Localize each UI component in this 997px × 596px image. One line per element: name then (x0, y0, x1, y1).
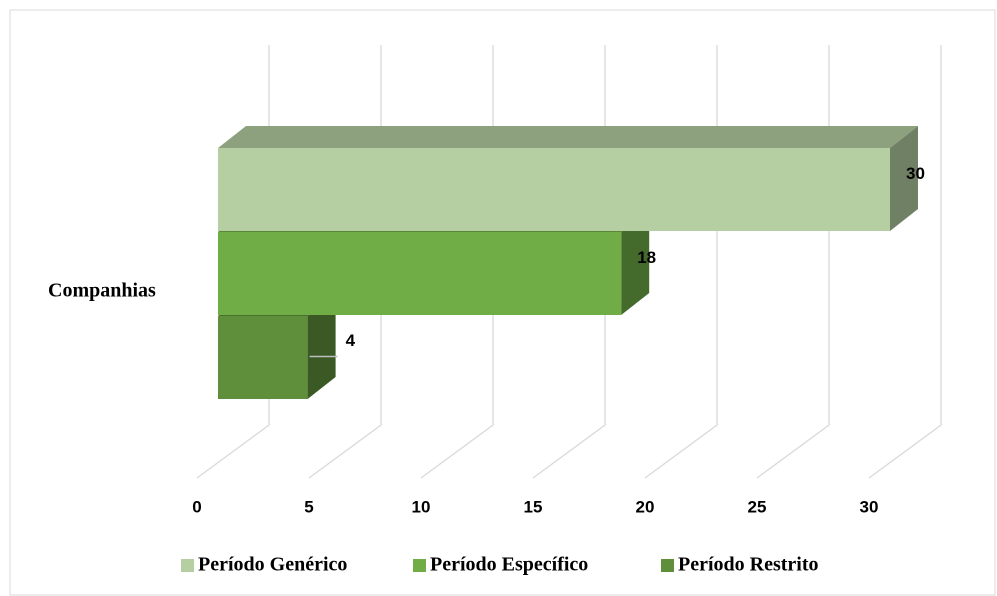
bar (218, 232, 622, 315)
bar-side (621, 210, 650, 315)
legend-label: Período Específico (430, 554, 588, 576)
grid-line (868, 45, 942, 479)
legend-swatch (181, 559, 194, 572)
legend-swatch (661, 559, 674, 572)
bar (218, 148, 890, 231)
legend-swatch (413, 559, 426, 572)
x-tick-label: 10 (412, 497, 431, 516)
data-label: 4 (346, 331, 356, 350)
x-tick-label: 20 (636, 497, 655, 516)
x-tick-label: 5 (304, 497, 313, 516)
bar (218, 316, 308, 399)
legend-label: Período Restrito (678, 554, 819, 576)
x-tick-label: 30 (860, 497, 879, 516)
x-tick-label: 15 (524, 497, 543, 516)
data-label: 18 (637, 248, 656, 267)
x-tick-label: 0 (192, 497, 201, 516)
bar-side (890, 126, 918, 231)
bar-top (218, 126, 918, 148)
bar-side (307, 294, 336, 399)
legend-label: Período Genérico (198, 554, 347, 576)
data-label: 30 (906, 164, 925, 183)
x-tick-label: 25 (748, 497, 767, 516)
y-category-label: Companhias (48, 280, 156, 302)
